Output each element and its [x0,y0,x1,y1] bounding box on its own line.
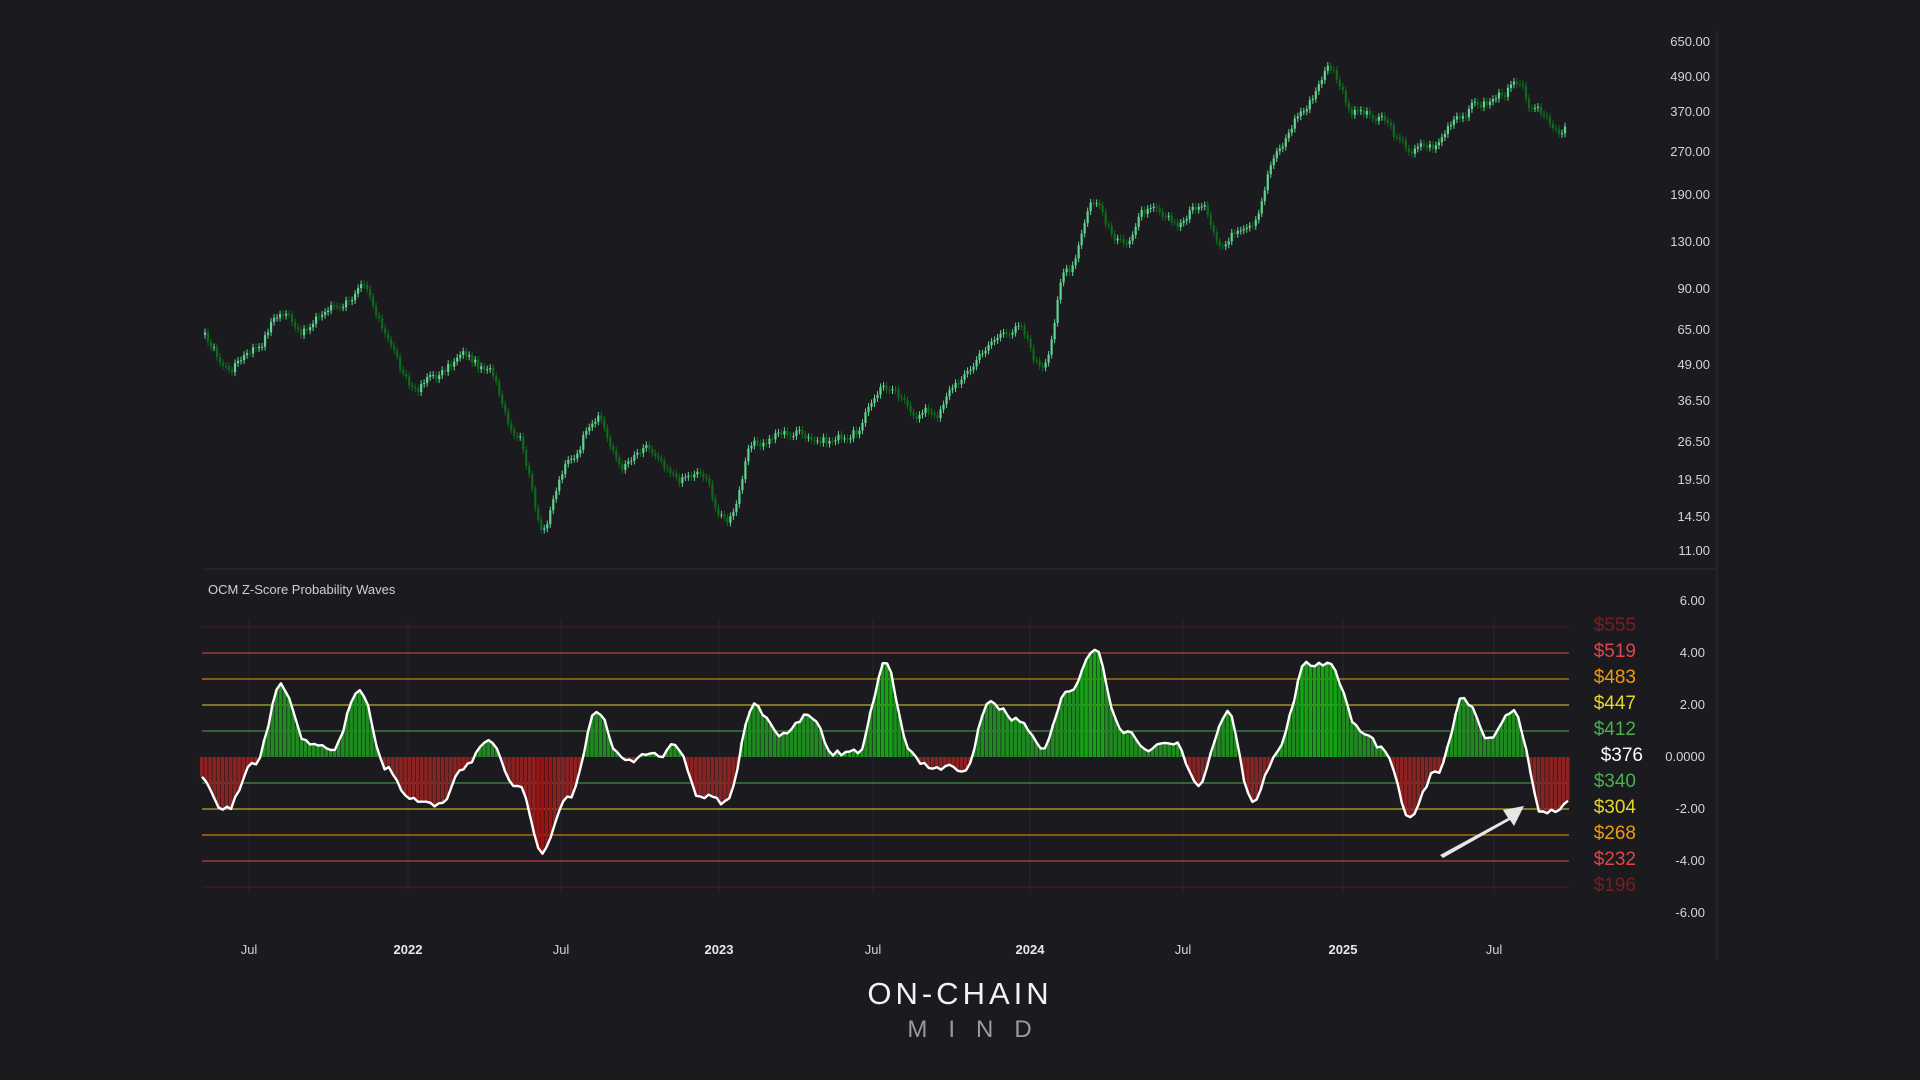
zscore-tick-label: -4.00 [1675,853,1705,868]
time-tick-label: Jul [1174,942,1192,957]
price-candlesticks [203,62,1567,534]
band-price-label: $268 [1593,823,1636,844]
zscore-tick-label: 2.00 [1679,697,1705,712]
band-price-label: $519 [1593,641,1636,662]
band-price-label: $447 [1593,693,1636,714]
indicator-title: OCM Z-Score Probability Waves [208,582,396,597]
time-tick-label: Jul [864,942,882,957]
zscore-tick-label: 0.0000 [1665,749,1705,764]
price-tick-label: 26.50 [1677,434,1710,449]
price-tick-label: 490.00 [1670,69,1710,84]
time-tick-label: 2023 [704,942,734,957]
zscore-line [201,648,1569,855]
zscore-tick-label: 4.00 [1679,645,1705,660]
price-tick-label: 90.00 [1677,281,1710,296]
time-tick-label: Jul [552,942,570,957]
price-tick-label: 11.00 [1678,543,1710,558]
price-tick-label: 19.50 [1677,472,1710,487]
band-price-label: $555 [1593,615,1636,636]
brand-logo-line2: MIND [907,1016,1053,1043]
band-price-label: $412 [1593,719,1636,740]
band-price-label: $483 [1593,667,1636,688]
time-tick-label: 2022 [393,942,423,957]
price-tick-label: 650.00 [1670,34,1710,49]
zscore-tick-label: -6.00 [1675,905,1705,920]
price-tick-label: 65.00 [1677,322,1710,337]
band-price-label: $376 [1600,745,1643,766]
price-tick-label: 270.00 [1670,144,1710,159]
time-tick-label: 2025 [1328,942,1358,957]
zscore-tick-label: -2.00 [1675,801,1705,816]
price-tick-label: 49.00 [1677,357,1710,372]
zscore-band-lines [202,626,1569,888]
band-price-label: $196 [1593,875,1636,896]
time-tick-label: Jul [240,942,258,957]
zscore-histogram [199,649,1570,854]
price-tick-label: 36.50 [1677,393,1710,408]
zscore-tick-label: 6.00 [1679,593,1705,608]
band-price-label: $340 [1593,771,1636,792]
time-tick-label: 2024 [1015,942,1045,957]
price-tick-label: 14.50 [1677,509,1710,524]
price-tick-label: 190.00 [1670,187,1710,202]
brand-logo-line1: ON-CHAIN [867,976,1053,1011]
price-tick-label: 130.00 [1670,234,1710,249]
price-tick-label: 370.00 [1670,104,1710,119]
arrow-annotation-icon [1440,806,1524,858]
time-tick-label: Jul [1485,942,1503,957]
band-price-label: $304 [1593,797,1636,818]
band-price-label: $232 [1593,849,1636,870]
